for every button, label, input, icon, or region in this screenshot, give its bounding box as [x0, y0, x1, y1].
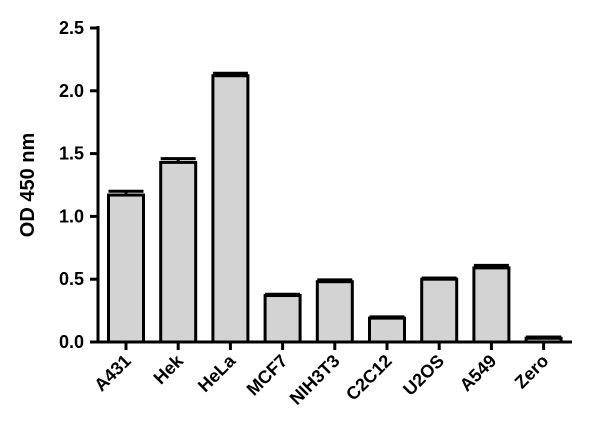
bar-hek	[159, 160, 198, 344]
x-tick-label: Hek	[150, 350, 188, 388]
bar-u2os	[420, 277, 459, 344]
x-tick-label: MCF7	[243, 351, 292, 400]
bar-a549	[472, 266, 511, 344]
x-tick-label: HeLa	[194, 350, 240, 396]
y-tick-label: 0.5	[59, 269, 84, 289]
bar-hela	[211, 74, 250, 344]
x-tick-label: U2OS	[399, 351, 448, 400]
x-tick-label: Zero	[511, 351, 553, 393]
y-tick-label: 2.0	[59, 81, 84, 101]
bars	[107, 71, 563, 344]
bar-a431	[107, 193, 145, 344]
x-tick-label: NIH3T3	[286, 351, 344, 409]
bar-c2c12	[368, 316, 406, 344]
x-tick-label: A549	[456, 351, 501, 396]
y-tick-label: 0.0	[59, 332, 84, 352]
y-tick-label: 2.5	[59, 18, 84, 38]
y-tick-label: 1.0	[59, 206, 84, 226]
x-tick-label: A431	[90, 351, 135, 396]
x-tick-label: C2C12	[342, 351, 396, 405]
bar-nih3t3	[315, 280, 354, 344]
y-tick-label: 1.5	[59, 144, 84, 164]
y-axis-label: OD 450 nm	[17, 133, 39, 237]
y-axis: 0.0 0.5 1.0 1.5 2.0 2.5	[59, 18, 100, 352]
bar-mcf7	[263, 294, 302, 344]
